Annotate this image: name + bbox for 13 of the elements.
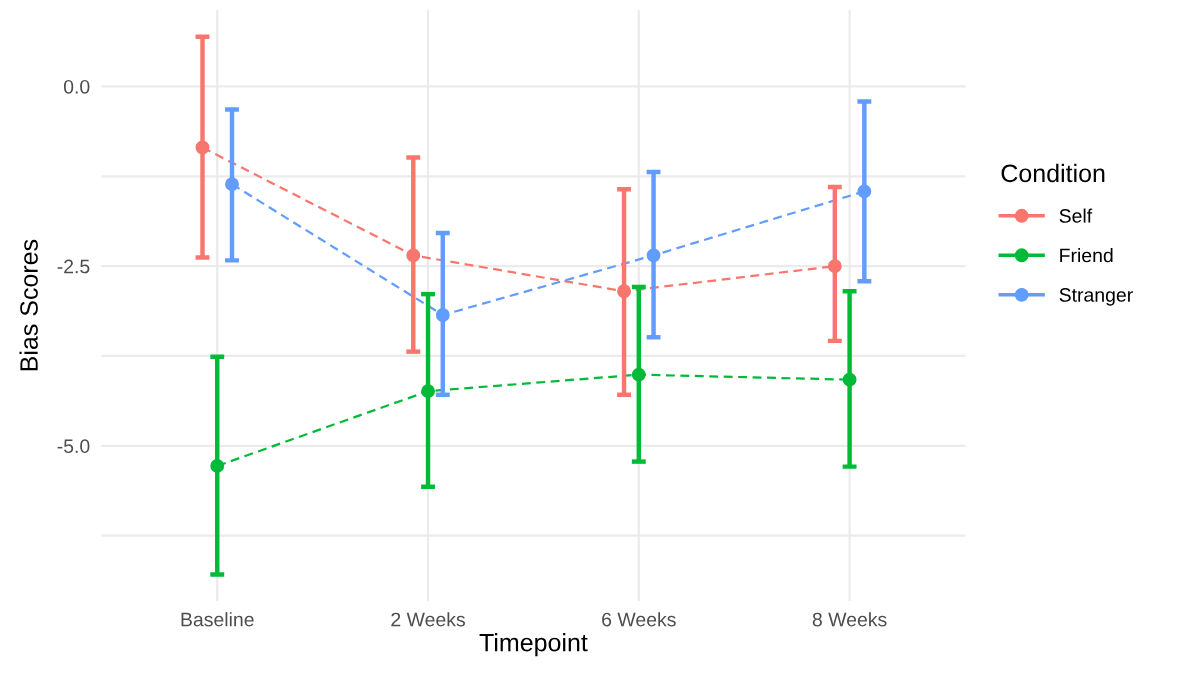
x-axis-title: Timepoint (479, 633, 588, 657)
x-tick-label: 2 Weeks (391, 612, 465, 627)
y-tick-label: 0.0 (63, 79, 90, 94)
x-tick-label: 8 Weeks (812, 612, 887, 627)
legend-label: Friend (1060, 248, 1113, 263)
x-tick-label: Baseline (181, 612, 254, 627)
x-tick-label: 6 Weeks (602, 612, 676, 627)
y-axis-title: Bias Scores (19, 239, 38, 371)
y-tick-label: -2.5 (57, 259, 90, 274)
legend-label: Self (1059, 208, 1093, 223)
legend-label: Stranger (1059, 288, 1133, 306)
legend-title: Condition (1001, 163, 1105, 183)
y-tick-label: -5.0 (57, 439, 90, 454)
